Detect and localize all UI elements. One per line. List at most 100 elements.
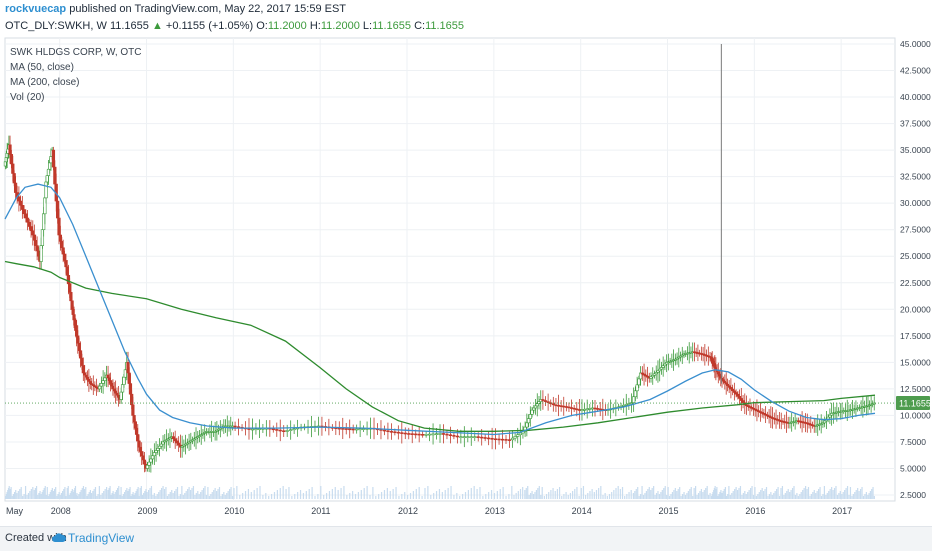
- volume-bar: [195, 493, 197, 499]
- volume-bar: [718, 494, 720, 499]
- volume-bar: [211, 492, 213, 499]
- volume-bar: [467, 490, 469, 499]
- volume-bar: [74, 486, 77, 499]
- volume-bar: [721, 493, 723, 499]
- volume-bar: [182, 495, 184, 499]
- publish-line: rockvuecap published on TradingView.com,…: [5, 3, 346, 15]
- volume-bar: [715, 489, 717, 499]
- tradingview-logo-icon[interactable]: [52, 532, 66, 544]
- volume-bar: [836, 495, 839, 499]
- last-price: 11.1655: [109, 20, 149, 32]
- candle-body: [177, 442, 181, 446]
- legend-ma50[interactable]: MA (50, close): [10, 62, 74, 73]
- volume-bar: [317, 494, 319, 499]
- candle-body: [215, 429, 219, 432]
- x-tick-label: 2013: [485, 506, 505, 516]
- volume-bar: [231, 496, 234, 499]
- price-chart[interactable]: 2.5000 5.0000 7.5000 10.0000 12.5000 15.0000 1…: [0, 0, 932, 526]
- candle-body: [476, 436, 480, 438]
- created-with-text: Created with: [5, 532, 67, 544]
- close-value: 11.1655: [425, 20, 465, 32]
- candle-body: [757, 410, 761, 413]
- volume-bar: [708, 495, 710, 499]
- volume-bar: [754, 487, 756, 499]
- volume-bar: [780, 488, 782, 499]
- candle-body: [382, 429, 387, 432]
- plot-area[interactable]: [4, 37, 896, 502]
- candle-body: [99, 383, 103, 387]
- volume-bar: [687, 491, 689, 499]
- y-tick-label: 30.0000: [900, 198, 931, 208]
- candle-body: [575, 408, 579, 411]
- candle-body: [348, 428, 352, 431]
- volume-bar: [194, 495, 196, 499]
- volume-bar: [841, 494, 843, 499]
- tradingview-brand-link[interactable]: TradingView: [68, 531, 135, 545]
- volume-bar: [407, 495, 409, 499]
- volume-bar: [667, 487, 669, 499]
- candle-body: [393, 431, 397, 434]
- volume-bar: [268, 496, 270, 499]
- volume-bar: [276, 490, 278, 499]
- author-link[interactable]: rockvuecap: [5, 3, 67, 15]
- candle-body: [13, 182, 18, 193]
- volume-bar: [459, 496, 461, 499]
- volume-bar: [671, 492, 674, 499]
- candle-body: [510, 437, 515, 441]
- volume-bar: [93, 489, 95, 499]
- volume-bar: [171, 490, 173, 499]
- volume-bar: [67, 486, 69, 499]
- volume-bar: [121, 496, 123, 499]
- volume-bar: [380, 492, 383, 499]
- volume-bar: [606, 496, 608, 499]
- y-tick-label: 45.0000: [900, 39, 931, 49]
- candle-body: [17, 196, 21, 202]
- candle-body: [765, 414, 769, 417]
- candle-body: [448, 434, 453, 437]
- volume-bar: [226, 493, 228, 499]
- volume-bar: [842, 492, 844, 499]
- volume-bar: [591, 489, 593, 499]
- x-tick-label: 2012: [398, 506, 418, 516]
- volume-bar: [634, 491, 636, 499]
- volume-bar: [285, 489, 287, 499]
- volume-bar: [531, 491, 533, 499]
- volume-bar: [541, 487, 543, 499]
- candle-body: [564, 406, 568, 408]
- volume-bar: [22, 496, 24, 499]
- ma50-line[interactable]: [4, 183, 876, 436]
- volume-bar: [604, 493, 606, 499]
- candle-body: [651, 374, 655, 378]
- candle-body: [142, 459, 147, 465]
- volume-bar: [314, 496, 316, 499]
- candle-body: [194, 437, 198, 440]
- candle-body: [157, 445, 162, 449]
- volume-bar: [864, 494, 866, 499]
- volume-bar: [13, 492, 16, 499]
- candle-body: [493, 438, 498, 441]
- volume-bar: [800, 492, 802, 499]
- candle-body: [417, 433, 421, 436]
- candle-body: [278, 429, 282, 432]
- legend-volume[interactable]: Vol (20): [10, 92, 45, 103]
- volume-bar: [108, 488, 110, 499]
- volume-bar: [835, 486, 837, 499]
- volume-bar: [630, 490, 632, 499]
- volume-bar: [657, 491, 659, 499]
- volume-bar: [398, 496, 400, 499]
- volume-bar: [191, 488, 193, 499]
- volume-bar: [162, 486, 164, 499]
- volume-bar: [683, 492, 685, 499]
- candle-body: [760, 412, 764, 414]
- volume-bar: [230, 487, 232, 499]
- volume-bar: [161, 488, 163, 499]
- candle-body: [189, 440, 193, 443]
- volume-bar: [653, 486, 655, 499]
- volume-bar: [24, 486, 27, 499]
- volume-bar: [650, 490, 652, 499]
- volume-bar: [366, 486, 368, 499]
- volume-bar: [844, 490, 846, 499]
- ma200-line[interactable]: [4, 260, 876, 432]
- volume-bar: [172, 493, 174, 499]
- legend-ma200[interactable]: MA (200, close): [10, 77, 80, 88]
